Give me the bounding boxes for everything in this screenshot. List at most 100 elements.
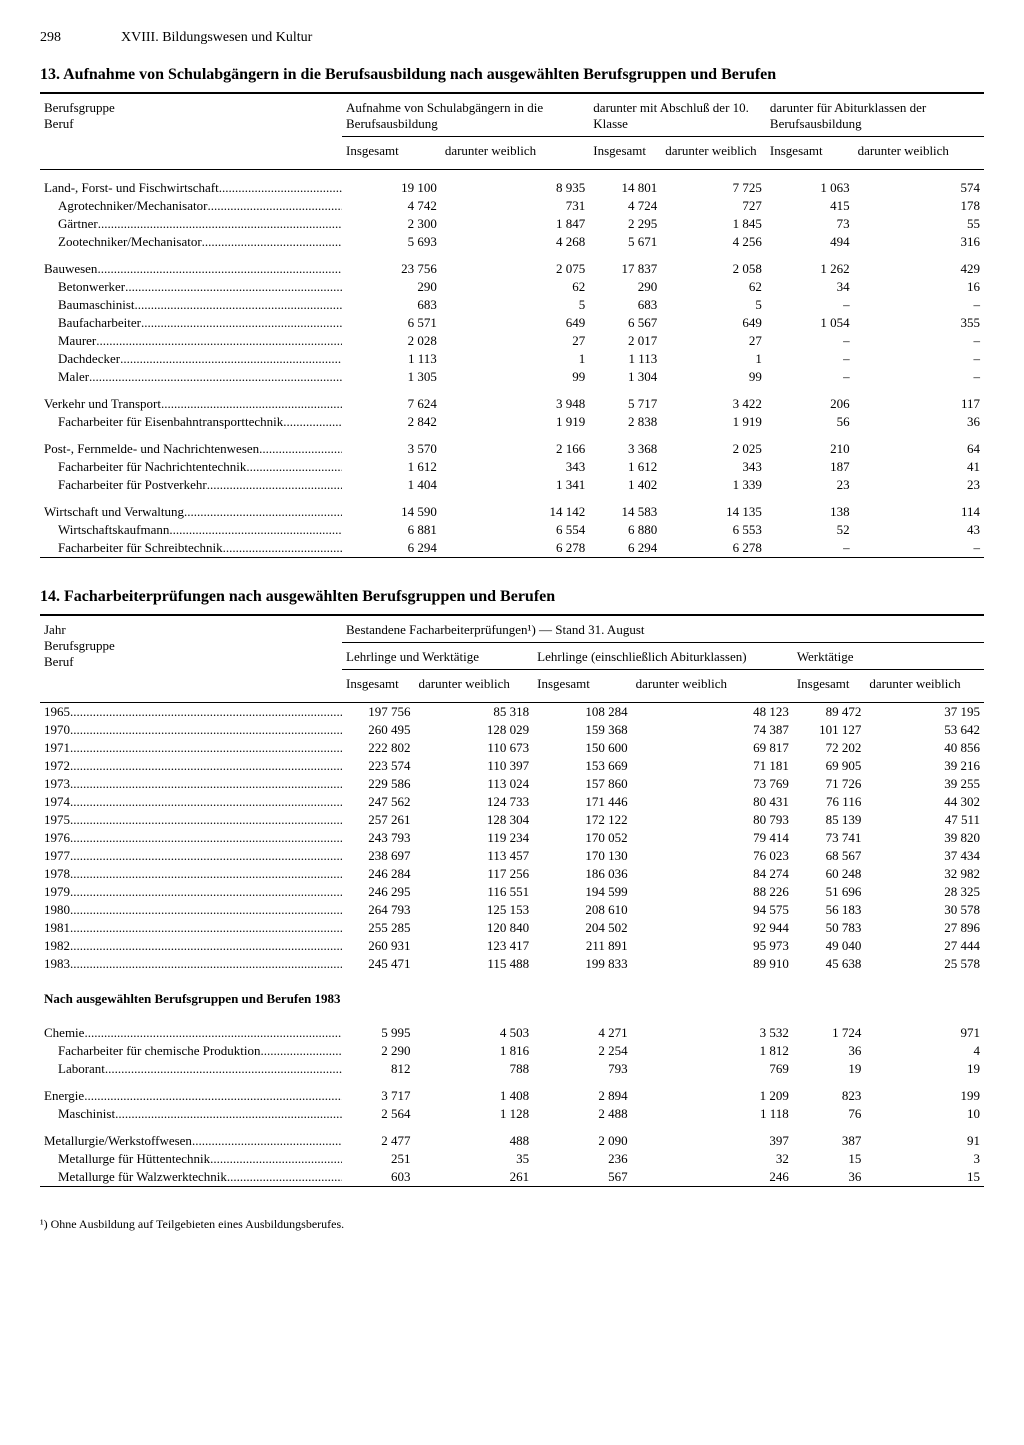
table14-footnote: ¹) Ohne Ausbildung auf Teilgebieten eine… (40, 1217, 984, 1232)
cell: 1 339 (661, 476, 766, 494)
cell: 6 567 (589, 314, 661, 332)
cell: 199 833 (533, 955, 632, 973)
cell: 110 397 (415, 757, 534, 775)
cell: 246 284 (342, 865, 415, 883)
cell: 1 118 (632, 1105, 793, 1123)
cell: 99 (661, 368, 766, 386)
cell: 1 612 (342, 458, 441, 476)
cell: 36 (793, 1168, 866, 1187)
row-label: Laborant ...............................… (40, 1060, 342, 1078)
cell: 128 029 (415, 721, 534, 739)
t14-sub-1a: Insgesamt (533, 670, 632, 703)
table-row: 1978 ...................................… (40, 865, 984, 883)
cell: 494 (766, 233, 854, 251)
table-row: Metallurgie/Werkstoffwesen .............… (40, 1123, 984, 1150)
table-row: 1965 ...................................… (40, 703, 984, 722)
cell: 2 838 (589, 413, 661, 431)
cell: 39 255 (865, 775, 984, 793)
table-row: 1972 ...................................… (40, 757, 984, 775)
table-row: Agrotechniker/Mechanisator .............… (40, 197, 984, 215)
cell: 649 (441, 314, 589, 332)
t14-sub-2b: darunter weiblich (865, 670, 984, 703)
cell: 4 (865, 1042, 984, 1060)
cell: 4 724 (589, 197, 661, 215)
table-row: 1970 ...................................… (40, 721, 984, 739)
cell: 255 285 (342, 919, 415, 937)
row-label: 1983 ...................................… (40, 955, 342, 973)
cell: 1 404 (342, 476, 441, 494)
cell: 355 (854, 314, 984, 332)
cell: 1 (661, 350, 766, 368)
cell: 5 693 (342, 233, 441, 251)
table-row: Chemie .................................… (40, 1015, 984, 1042)
cell: 39 820 (865, 829, 984, 847)
cell: 5 671 (589, 233, 661, 251)
row-label: 1977 ...................................… (40, 847, 342, 865)
cell: 788 (415, 1060, 534, 1078)
cell: 812 (342, 1060, 415, 1078)
table-row: Laborant ...............................… (40, 1060, 984, 1078)
cell: 415 (766, 197, 854, 215)
cell: 1 054 (766, 314, 854, 332)
cell: 68 567 (793, 847, 866, 865)
cell: 73 (766, 215, 854, 233)
cell: 6 553 (661, 521, 766, 539)
row-label: 1981 ...................................… (40, 919, 342, 937)
cell: – (766, 332, 854, 350)
cell: 150 600 (533, 739, 632, 757)
cell: 16 (854, 278, 984, 296)
cell: – (854, 539, 984, 558)
cell: 71 726 (793, 775, 866, 793)
cell: – (854, 332, 984, 350)
cell: 119 234 (415, 829, 534, 847)
table-row: 1975 ...................................… (40, 811, 984, 829)
cell: 236 (533, 1150, 632, 1168)
cell: – (766, 296, 854, 314)
cell: 257 261 (342, 811, 415, 829)
t13-colgroup-2: darunter für Abiturklassen der Berufsaus… (766, 93, 984, 137)
table14: Jahr Berufsgruppe Beruf Bestandene Facha… (40, 614, 984, 1187)
t14-spanheader: Bestandene Facharbeiterprüfungen¹) — Sta… (342, 615, 984, 643)
t14-sub-1b: darunter weiblich (632, 670, 793, 703)
cell: 290 (589, 278, 661, 296)
cell: 229 586 (342, 775, 415, 793)
cell: 793 (533, 1060, 632, 1078)
cell: 1 305 (342, 368, 441, 386)
cell: 30 578 (865, 901, 984, 919)
cell: 138 (766, 494, 854, 521)
cell: 71 181 (632, 757, 793, 775)
table-row: 1983 ...................................… (40, 955, 984, 973)
t14-sub-2a: Insgesamt (793, 670, 866, 703)
row-label: Maschinist .............................… (40, 1105, 342, 1123)
cell: 1 919 (441, 413, 589, 431)
cell: 1 847 (441, 215, 589, 233)
cell: 56 183 (793, 901, 866, 919)
cell: 2 028 (342, 332, 441, 350)
row-label: 1971 ...................................… (40, 739, 342, 757)
cell: 199 (865, 1078, 984, 1105)
cell: 43 (854, 521, 984, 539)
cell: 567 (533, 1168, 632, 1187)
cell: 238 697 (342, 847, 415, 865)
cell: 23 756 (342, 251, 441, 278)
cell: 64 (854, 431, 984, 458)
cell: 1 128 (415, 1105, 534, 1123)
cell: 7 624 (342, 386, 441, 413)
t14-rowheader: Jahr Berufsgruppe Beruf (40, 615, 342, 703)
cell: 769 (632, 1060, 793, 1078)
table-row: Dachdecker .............................… (40, 350, 984, 368)
cell: 6 294 (589, 539, 661, 558)
cell: 60 248 (793, 865, 866, 883)
cell: 223 574 (342, 757, 415, 775)
table-row: Baufacharbeiter ........................… (40, 314, 984, 332)
table-row: Facharbeiter für Postverkehr ...........… (40, 476, 984, 494)
cell: 1 919 (661, 413, 766, 431)
cell: 3 368 (589, 431, 661, 458)
cell: 197 756 (342, 703, 415, 722)
cell: 6 294 (342, 539, 441, 558)
cell: 76 023 (632, 847, 793, 865)
cell: 2 477 (342, 1123, 415, 1150)
cell: 2 025 (661, 431, 766, 458)
cell: 246 295 (342, 883, 415, 901)
cell: 5 717 (589, 386, 661, 413)
